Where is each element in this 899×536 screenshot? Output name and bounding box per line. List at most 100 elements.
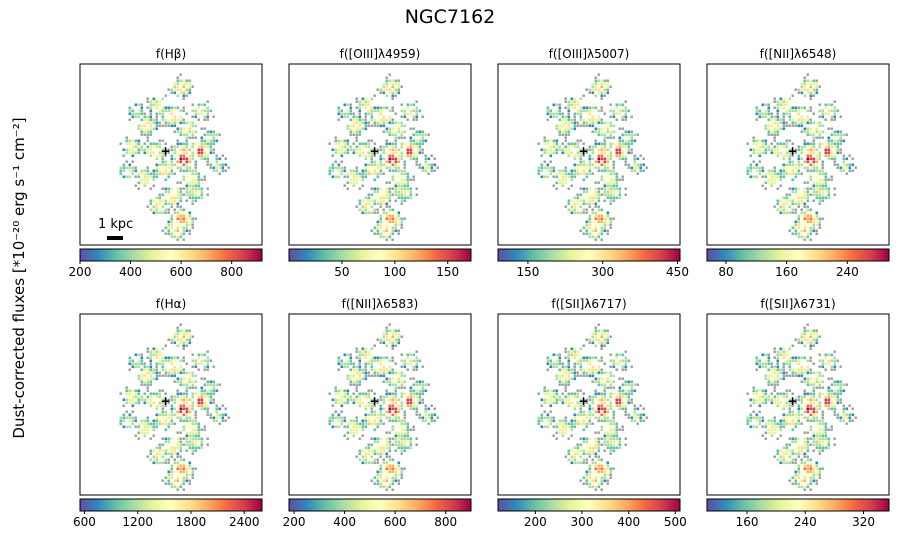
map-pixel <box>594 338 598 342</box>
map-pixel <box>600 488 603 491</box>
map-pixel <box>639 166 643 170</box>
map-pixel <box>600 94 604 98</box>
map-pixel <box>349 353 352 356</box>
map-pixel <box>585 223 589 227</box>
map-pixel <box>170 217 174 221</box>
map-pixel <box>164 359 168 363</box>
map-pixel <box>182 238 185 241</box>
map-pixel <box>134 148 138 152</box>
map-pixel <box>627 389 631 393</box>
map-pixel <box>146 172 150 176</box>
map-pixel <box>579 166 583 170</box>
map-pixel <box>143 401 147 405</box>
map-pixel <box>585 232 589 236</box>
map-pixel <box>119 422 123 426</box>
map-pixel <box>212 401 215 404</box>
map-pixel <box>337 413 341 417</box>
map-pixel <box>158 389 161 392</box>
map-pixel <box>815 335 819 339</box>
map-pixel <box>391 151 395 155</box>
map-pixel <box>352 169 356 173</box>
map-pixel <box>833 362 837 366</box>
map-pixel <box>412 103 416 107</box>
map-pixel <box>594 82 598 86</box>
map-pixel <box>555 172 559 176</box>
map-pixel <box>806 199 810 203</box>
map-pixel <box>582 166 586 170</box>
map-pixel <box>582 476 586 480</box>
map-pixel <box>573 350 577 354</box>
map-pixel <box>185 184 189 188</box>
map-pixel <box>412 127 415 130</box>
map-pixel <box>388 470 392 474</box>
map-pixel <box>424 154 427 157</box>
map-pixel <box>845 166 849 170</box>
map-pixel <box>125 148 129 152</box>
map-pixel <box>391 338 395 342</box>
map-pixel <box>134 166 137 169</box>
map-pixel <box>197 175 201 179</box>
map-pixel <box>603 380 607 384</box>
map-pixel <box>585 199 589 203</box>
map-pixel <box>376 413 380 417</box>
map-pixel <box>170 422 174 426</box>
map-pixel <box>161 365 165 369</box>
map-pixel <box>155 127 159 131</box>
map-pixel <box>364 196 368 200</box>
map-pixel <box>152 422 156 426</box>
map-pixel <box>155 211 159 215</box>
map-pixel <box>167 371 171 375</box>
map-pixel <box>125 175 129 179</box>
map-pixel <box>776 350 780 354</box>
map-pixel <box>573 124 577 128</box>
map-pixel <box>397 464 401 468</box>
map-pixel <box>358 142 362 146</box>
map-pixel <box>582 413 586 417</box>
map-pixel <box>149 145 153 149</box>
map-pixel <box>597 437 600 440</box>
map-pixel <box>403 160 407 164</box>
map-pixel <box>615 151 619 155</box>
map-pixel <box>549 172 553 176</box>
map-pixel <box>137 181 141 185</box>
map-pixel <box>797 341 800 344</box>
map-pixel <box>570 350 574 354</box>
map-pixel <box>630 389 634 393</box>
map-pixel <box>597 187 600 190</box>
map-pixel <box>594 181 597 184</box>
map-pixel <box>406 175 410 179</box>
map-pixel <box>797 202 801 206</box>
map-pixel <box>349 380 353 384</box>
map-pixel <box>755 362 759 366</box>
map-pixel <box>397 425 401 429</box>
map-pixel <box>391 347 394 350</box>
map-pixel <box>337 419 341 423</box>
map-pixel <box>361 199 365 203</box>
map-pixel <box>627 151 631 155</box>
map-pixel <box>561 148 565 152</box>
map-pixel <box>809 178 813 182</box>
emission-map <box>746 323 857 491</box>
map-pixel <box>194 199 198 203</box>
map-pixel <box>128 151 132 155</box>
map-pixel <box>212 139 216 143</box>
map-pixel <box>588 464 592 468</box>
map-pixel <box>579 199 583 203</box>
map-pixel <box>337 368 340 371</box>
map-pixel <box>397 220 401 224</box>
map-pixel <box>385 130 389 134</box>
map-pixel <box>179 205 182 208</box>
map-pixel <box>206 398 210 402</box>
map-pixel <box>618 443 622 447</box>
map-pixel <box>176 455 179 458</box>
map-pixel <box>397 473 401 477</box>
map-pixel <box>567 109 571 113</box>
map-pixel <box>579 202 583 206</box>
map-pixel <box>149 109 153 113</box>
map-pixel <box>594 127 598 131</box>
map-pixel <box>567 112 570 115</box>
map-pixel <box>188 172 192 176</box>
map-pixel <box>758 109 762 113</box>
map-pixel <box>603 121 607 125</box>
map-pixel <box>400 151 404 155</box>
